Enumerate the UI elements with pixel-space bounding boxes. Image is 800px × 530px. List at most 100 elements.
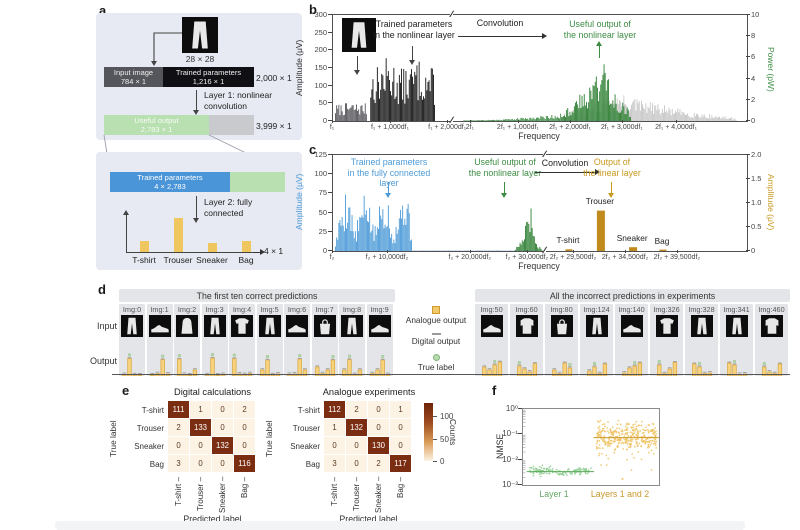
colorbar-tick: 100 <box>440 412 454 422</box>
panel-c-label: c <box>309 142 317 157</box>
trained-params2-segment: Trained parameters 4 × 2,783 <box>110 172 230 192</box>
b-annotation-trained: Trained parameters in the nonlinear laye… <box>365 19 463 40</box>
y-tickmark-left <box>328 67 332 68</box>
prediction-column-img-5: Img:5 <box>256 304 283 376</box>
f-y-tickmark <box>518 408 522 409</box>
analogue-output-bar <box>761 366 766 376</box>
matrix-cell: 132 <box>346 419 367 436</box>
b-inset-arrow <box>353 56 361 75</box>
useful-output2-segment <box>230 172 285 192</box>
matrix-cell: 0 <box>212 401 233 418</box>
y-tick-left: 100 <box>314 169 327 179</box>
nmse-scatter-svg <box>523 409 659 480</box>
digital-output-mark <box>727 361 731 363</box>
noise-floor <box>411 249 516 251</box>
true-label-mark <box>210 352 214 357</box>
y-tick-left: 50 <box>318 98 327 108</box>
digital-output-mark <box>742 372 747 373</box>
layer2-diagram-box: Trained parameters 4 × 2,783 Layer 2: fu… <box>96 152 302 270</box>
true-label-mark <box>177 353 181 358</box>
f-xlabel-layer1: Layer 1 <box>539 489 569 499</box>
y-tick-right: 1.5 <box>751 174 762 183</box>
matrix-cell: 2 <box>168 419 189 436</box>
analogue-output-bar <box>486 369 492 376</box>
analogue-output-bar <box>626 367 632 376</box>
b-ann-useful-line2: the nonlinear layer <box>563 29 637 40</box>
y-tick-left: 0 <box>322 246 327 255</box>
matrix-cell: 117 <box>390 455 411 472</box>
image-index-label: Img:5 <box>260 305 279 314</box>
c-bar-label-bag: Bag <box>654 235 670 246</box>
y-tickmark-left <box>328 173 332 175</box>
y-tick-right: 6 <box>751 52 756 62</box>
y-tickmark-right <box>746 98 750 100</box>
true-label-mark <box>592 361 596 366</box>
e-row-label-trouser: Trouser <box>136 423 164 433</box>
digital-output-mark <box>567 366 572 368</box>
prediction-column-img-0: Img:0 <box>119 304 145 376</box>
digital-output-mark <box>260 368 264 370</box>
class-output-bar-sneaker <box>207 243 217 252</box>
f-y-tickmark <box>518 484 522 485</box>
e-row-label-sneaker: Sneaker <box>290 441 320 451</box>
analogue-output-bar <box>215 374 220 376</box>
analogue-output-bar <box>297 358 302 376</box>
input-image-trouser <box>585 315 608 337</box>
mini-axis-y <box>122 209 130 252</box>
digital-output-mark <box>325 368 329 370</box>
b-ann-trained-line2: in the nonlinear layer <box>373 29 455 40</box>
analogue-output-bar <box>302 369 308 376</box>
output-bar-chart <box>586 361 607 376</box>
legend-analogue-output: Analogue output <box>398 306 474 325</box>
y-tickmark-right <box>746 56 750 58</box>
digital-output-mark <box>132 372 137 374</box>
digital-output-mark <box>275 372 280 373</box>
y-tickmark-left <box>328 230 332 232</box>
digital-output-mark <box>777 362 782 364</box>
y-tick-left: 125 <box>314 150 327 159</box>
analogue-output-bar <box>192 369 198 376</box>
f-y-tick: 10⁰ <box>505 404 518 413</box>
x-tick: f₂ + 10,000df₂ <box>365 254 409 261</box>
x-tickmark <box>332 250 333 253</box>
y-tickmark-right <box>746 250 750 251</box>
x-tick: f₂ <box>329 254 335 261</box>
input-image-tshirt <box>655 315 678 337</box>
input-image-dim: 784 × 1 <box>120 77 147 86</box>
d-incorrect-columns: Img:50 Img:60 Img:80 Img:124 Img:140 Img:326 I… <box>475 304 788 376</box>
matrix-cell: 0 <box>368 419 389 436</box>
f-y-tick: 10⁻² <box>502 454 518 464</box>
output-bar-chart <box>621 360 642 376</box>
trained-params2-dim: 4 × 2,783 <box>154 182 186 191</box>
matrix-cell: 0 <box>168 437 189 454</box>
y-tickmark-left <box>328 14 332 15</box>
x-tick: 2f₁ + 3,000df₁ <box>600 124 643 131</box>
true-label-mark <box>517 360 521 365</box>
analogue-output-bar <box>726 362 731 376</box>
prediction-column-img-6: Img:6 <box>284 304 310 376</box>
analogue-output-bar <box>127 358 132 376</box>
true-label-mark <box>380 354 384 359</box>
y-tick-left: 200 <box>314 45 327 55</box>
output-dim-label: 4 × 1 <box>264 246 284 256</box>
y-tick-right: 0.5 <box>751 222 762 231</box>
analogue-output-bar <box>667 368 672 376</box>
prediction-column-img-124: Img:124 <box>580 304 613 376</box>
c-ylabel-right: Amplitude (μV) <box>766 173 776 231</box>
matrix-cell: 0 <box>234 419 255 436</box>
matrix-cell: 0 <box>390 419 411 436</box>
analogue-output-bar <box>204 374 209 376</box>
matrix-cell: 0 <box>190 455 211 472</box>
digital-output-mark <box>697 365 701 367</box>
class-output-bar-trouser <box>173 218 183 252</box>
f-y-tick: 10⁻¹ <box>502 429 518 439</box>
bar2-total-dim: 3,999 × 1 <box>256 121 292 131</box>
digital-output-mark <box>492 363 496 365</box>
c-annotation-output: Output of the linear layer <box>568 157 656 178</box>
x-tick: 2f₂ + 34,500df₂ <box>601 254 649 261</box>
digital-output-mark <box>242 372 247 374</box>
analogue-output-bar <box>492 364 497 376</box>
output-bar-chart <box>516 360 537 376</box>
legend-true-label-label: True label <box>417 362 455 372</box>
digital-output-mark <box>210 356 214 358</box>
